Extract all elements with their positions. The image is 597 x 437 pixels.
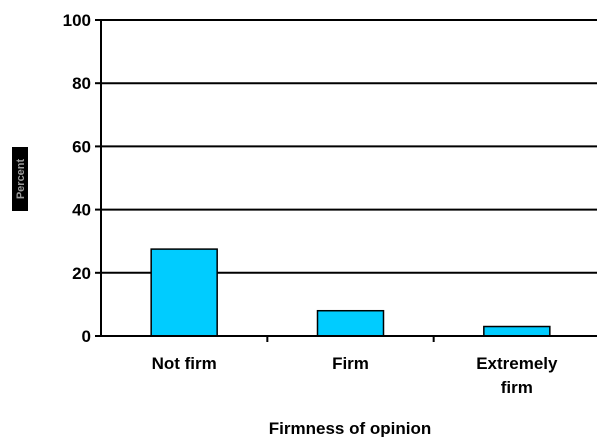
y-axis-title: Percent <box>12 147 28 211</box>
axes <box>100 20 597 337</box>
y-tick-label: 20 <box>72 264 91 283</box>
bar <box>483 325 551 337</box>
bars <box>150 248 551 337</box>
y-tick-label: 100 <box>63 11 91 30</box>
bar <box>316 309 385 337</box>
y-tick-label: 80 <box>72 74 91 93</box>
gridlines <box>101 19 597 274</box>
x-category-label: Firm <box>332 354 369 373</box>
x-category-label: Not firm <box>152 354 217 373</box>
svg-text:Percent: Percent <box>15 158 27 199</box>
x-category-label: Extremely <box>476 354 558 373</box>
y-tick-label: 0 <box>82 327 91 346</box>
x-axis-title: Firmness of opinion <box>269 419 431 437</box>
y-tick-label: 40 <box>72 201 91 220</box>
y-tick-label: 60 <box>72 137 91 156</box>
x-category-labels: Not firm Firm Extremely firm <box>152 336 558 397</box>
x-category-label: firm <box>501 378 533 397</box>
y-tick-labels: 0 20 40 60 80 100 <box>63 11 101 346</box>
bar <box>150 248 218 337</box>
